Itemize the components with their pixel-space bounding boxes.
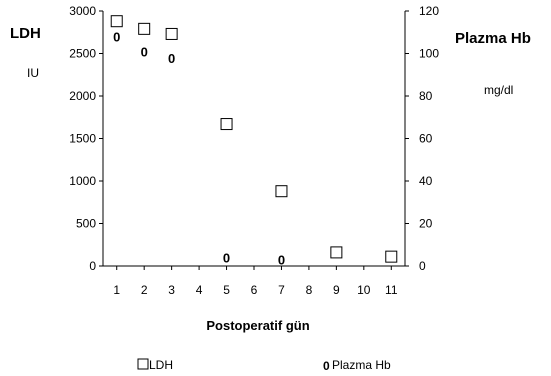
x-tick-label: 3 — [168, 283, 175, 297]
x-tick-label: 7 — [278, 283, 285, 297]
right-tick-label: 60 — [419, 132, 433, 146]
x-tick-label: 8 — [306, 283, 313, 297]
ldh-data-point — [330, 246, 343, 259]
right-tick-label: 120 — [419, 4, 439, 18]
left-axis-unit: IU — [27, 66, 39, 80]
right-tick-label: 40 — [419, 174, 433, 188]
ldh-data-point — [220, 118, 233, 131]
left-tick-label: 1000 — [69, 174, 96, 188]
ldh-series — [110, 15, 398, 263]
right-axis-title: Plazma Hb — [455, 30, 531, 47]
left-axis-ticks: 0 500 1000 1500 2000 2500 3000 — [69, 4, 103, 273]
ldh-data-point — [385, 250, 398, 263]
plazma-hb-data-point: 0 — [141, 44, 148, 59]
x-axis-ticks: 1 2 3 4 5 6 7 8 9 10 11 — [113, 266, 398, 297]
right-axis-unit: mg/dl — [484, 83, 513, 97]
legend-ldh-label: LDH — [149, 358, 173, 372]
left-tick-label: 2000 — [69, 89, 96, 103]
legend-hb-label: Plazma Hb — [332, 358, 391, 372]
right-tick-label: 20 — [419, 217, 433, 231]
plazma-hb-data-point: 0 — [113, 30, 120, 45]
ldh-data-point — [165, 27, 178, 40]
legend-hb-marker-icon: 0 — [323, 359, 330, 373]
left-tick-label: 2500 — [69, 47, 96, 61]
left-tick-label: 3000 — [69, 4, 96, 18]
left-tick-label: 1500 — [69, 132, 96, 146]
right-tick-label: 100 — [419, 47, 439, 61]
right-tick-label: 80 — [419, 89, 433, 103]
x-axis-title: Postoperatif gün — [206, 318, 309, 333]
right-axis-ticks: 0 20 40 60 80 100 120 — [405, 4, 439, 273]
left-axis-title: LDH — [10, 25, 41, 42]
x-tick-label: 6 — [251, 283, 258, 297]
ldh-data-point — [138, 22, 151, 35]
x-tick-label: 10 — [357, 283, 371, 297]
x-tick-label: 1 — [113, 283, 120, 297]
legend-ldh-marker-icon — [137, 358, 149, 370]
x-tick-label: 4 — [196, 283, 203, 297]
left-tick-label: 0 — [89, 259, 96, 273]
ldh-data-point — [110, 15, 123, 28]
plazma-hb-series: 0 0 0 0 0 — [113, 30, 285, 268]
left-tick-label: 500 — [76, 217, 96, 231]
x-tick-label: 5 — [223, 283, 230, 297]
legend: LDH 0 Plazma Hb — [137, 358, 391, 373]
right-tick-label: 0 — [419, 259, 426, 273]
plazma-hb-data-point: 0 — [223, 251, 230, 266]
x-tick-label: 2 — [141, 283, 148, 297]
plazma-hb-data-point: 0 — [168, 51, 175, 66]
x-tick-label: 11 — [385, 283, 398, 297]
x-tick-label: 9 — [333, 283, 340, 297]
ldh-data-point — [275, 185, 288, 198]
plazma-hb-data-point: 0 — [278, 253, 285, 268]
